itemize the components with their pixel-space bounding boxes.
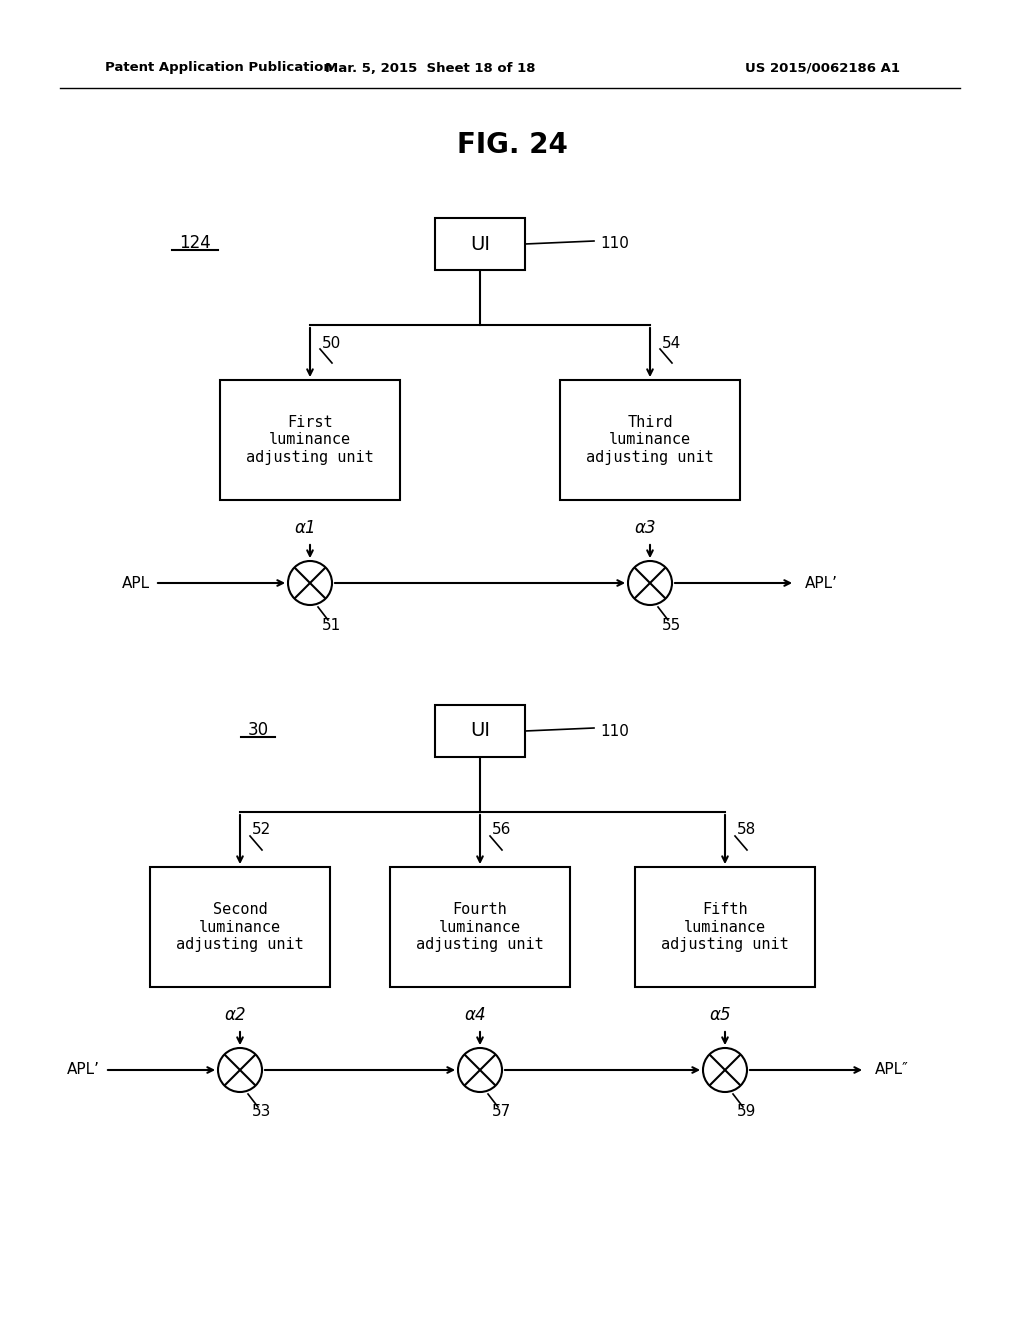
Text: 50: 50 xyxy=(322,335,341,351)
Bar xyxy=(435,218,525,271)
Circle shape xyxy=(218,1048,262,1092)
Text: 57: 57 xyxy=(492,1105,511,1119)
Text: Patent Application Publication: Patent Application Publication xyxy=(105,62,333,74)
Circle shape xyxy=(458,1048,502,1092)
Text: α3: α3 xyxy=(634,519,655,537)
Bar xyxy=(390,867,570,987)
Text: APL: APL xyxy=(122,576,150,590)
Circle shape xyxy=(288,561,332,605)
Text: α2: α2 xyxy=(224,1006,246,1024)
Text: APL’: APL’ xyxy=(67,1063,100,1077)
Bar xyxy=(150,867,330,987)
Text: Second
luminance
adjusting unit: Second luminance adjusting unit xyxy=(176,902,304,952)
Text: UI: UI xyxy=(470,722,490,741)
Text: APL″: APL″ xyxy=(874,1063,909,1077)
Text: Mar. 5, 2015  Sheet 18 of 18: Mar. 5, 2015 Sheet 18 of 18 xyxy=(325,62,536,74)
Text: 55: 55 xyxy=(662,618,681,632)
Text: 59: 59 xyxy=(737,1105,757,1119)
Text: FIG. 24: FIG. 24 xyxy=(457,131,567,158)
Text: APL’: APL’ xyxy=(805,576,838,590)
Text: 110: 110 xyxy=(600,236,629,252)
Bar xyxy=(635,867,815,987)
Text: 30: 30 xyxy=(248,721,268,739)
Text: α1: α1 xyxy=(294,519,315,537)
Bar xyxy=(220,380,400,500)
Bar xyxy=(560,380,740,500)
Text: First
luminance
adjusting unit: First luminance adjusting unit xyxy=(246,414,374,465)
Text: α5: α5 xyxy=(710,1006,731,1024)
Bar xyxy=(435,705,525,756)
Text: 56: 56 xyxy=(492,822,511,837)
Circle shape xyxy=(703,1048,746,1092)
Text: US 2015/0062186 A1: US 2015/0062186 A1 xyxy=(745,62,900,74)
Text: 110: 110 xyxy=(600,723,629,738)
Text: Fifth
luminance
adjusting unit: Fifth luminance adjusting unit xyxy=(662,902,788,952)
Text: UI: UI xyxy=(470,235,490,253)
Text: Fourth
luminance
adjusting unit: Fourth luminance adjusting unit xyxy=(416,902,544,952)
Text: 54: 54 xyxy=(662,335,681,351)
Text: 58: 58 xyxy=(737,822,757,837)
Circle shape xyxy=(628,561,672,605)
Text: 51: 51 xyxy=(322,618,341,632)
Text: Third
luminance
adjusting unit: Third luminance adjusting unit xyxy=(586,414,714,465)
Text: 53: 53 xyxy=(252,1105,271,1119)
Text: 52: 52 xyxy=(252,822,271,837)
Text: α4: α4 xyxy=(464,1006,485,1024)
Text: 124: 124 xyxy=(179,234,211,252)
